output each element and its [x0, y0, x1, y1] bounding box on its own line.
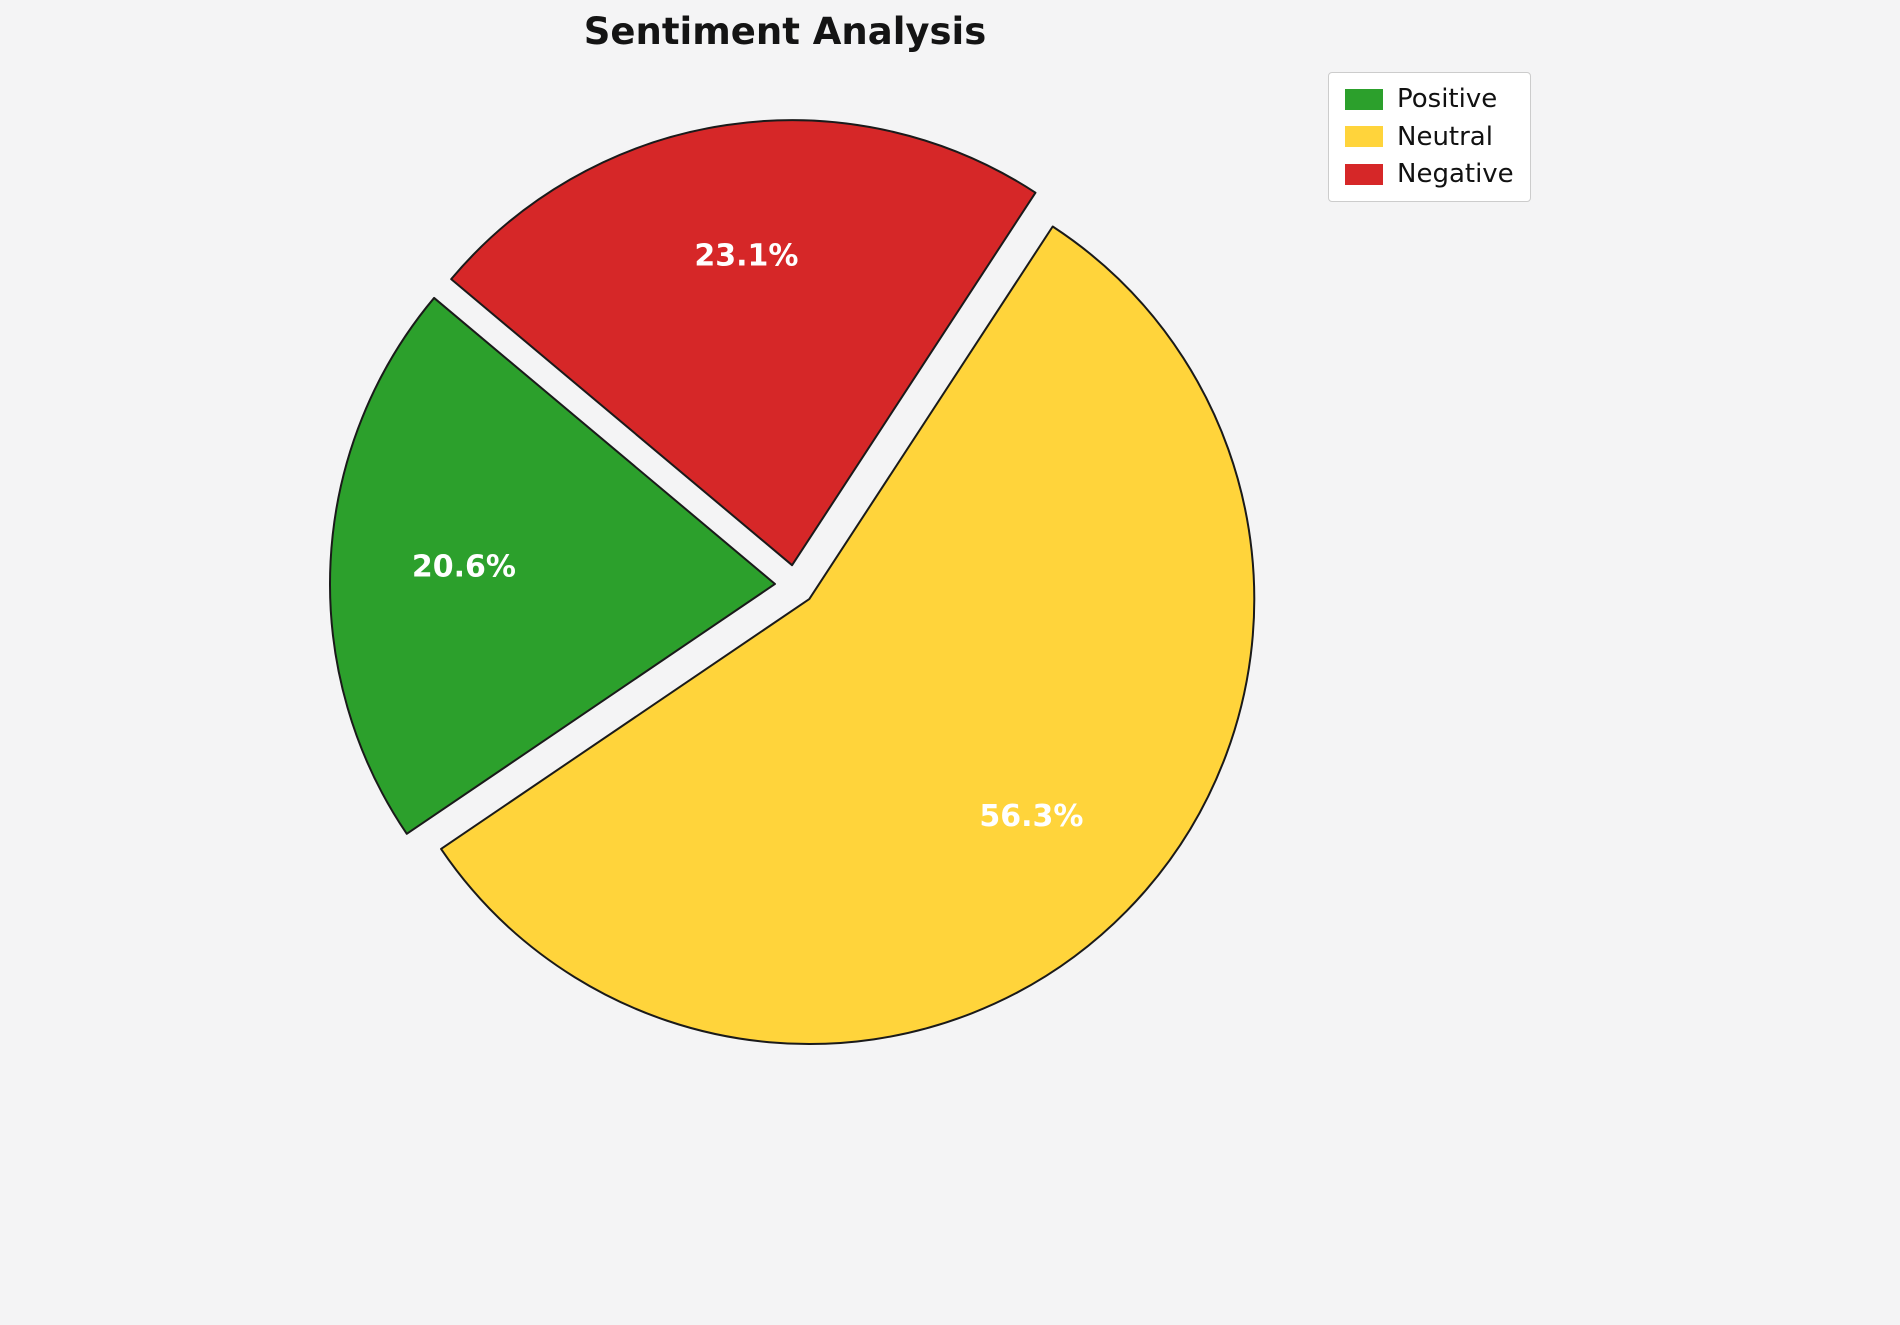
legend-swatch-negative [1345, 163, 1383, 185]
legend-item-negative: Negative [1345, 160, 1514, 189]
legend-item-positive: Positive [1345, 85, 1514, 114]
pie-percentage-label-positive: 20.6% [412, 550, 516, 585]
legend: Positive Neutral Negative [1328, 72, 1531, 202]
pie-percentage-label-negative: 23.1% [694, 239, 798, 274]
pie-slice-neutral [440, 225, 1256, 1046]
pie-slice-negative [450, 119, 1037, 567]
legend-label-negative: Negative [1397, 159, 1514, 190]
legend-label-positive: Positive [1397, 84, 1498, 114]
legend-item-neutral: Neutral [1345, 121, 1514, 152]
chart-title: Sentiment Analysis [583, 10, 987, 53]
pie-slice-positive [329, 296, 776, 835]
legend-label-neutral: Neutral [1397, 121, 1493, 152]
legend-swatch-neutral [1345, 126, 1383, 148]
legend-swatch-positive [1345, 88, 1383, 110]
pie-percentage-label-neutral: 56.3% [979, 799, 1083, 834]
